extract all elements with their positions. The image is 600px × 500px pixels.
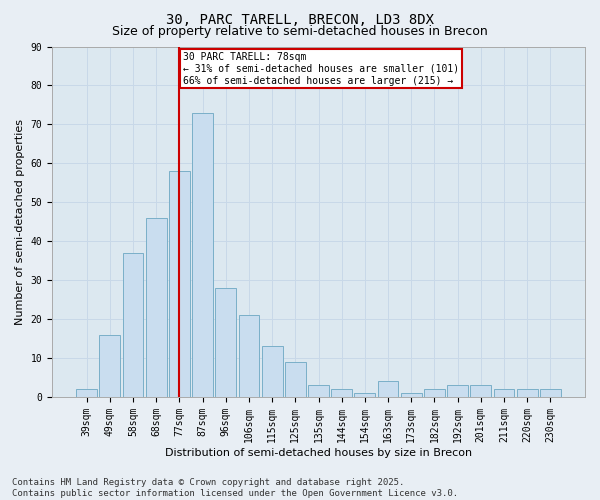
Bar: [122, 253, 143, 397]
Bar: [424, 389, 445, 397]
Bar: [192, 112, 213, 397]
Bar: [494, 389, 514, 397]
Bar: [540, 389, 561, 397]
Bar: [331, 389, 352, 397]
Bar: [470, 386, 491, 397]
Bar: [377, 382, 398, 397]
Bar: [100, 334, 121, 397]
Text: 30, PARC TARELL, BRECON, LD3 8DX: 30, PARC TARELL, BRECON, LD3 8DX: [166, 12, 434, 26]
Bar: [169, 171, 190, 397]
Text: Contains HM Land Registry data © Crown copyright and database right 2025.
Contai: Contains HM Land Registry data © Crown c…: [12, 478, 458, 498]
Bar: [262, 346, 283, 397]
Bar: [146, 218, 167, 397]
Bar: [239, 315, 259, 397]
Bar: [76, 389, 97, 397]
Bar: [517, 389, 538, 397]
Bar: [308, 386, 329, 397]
Bar: [355, 393, 376, 397]
Y-axis label: Number of semi-detached properties: Number of semi-detached properties: [15, 118, 25, 324]
Bar: [401, 393, 422, 397]
Text: Size of property relative to semi-detached houses in Brecon: Size of property relative to semi-detach…: [112, 25, 488, 38]
Bar: [285, 362, 306, 397]
X-axis label: Distribution of semi-detached houses by size in Brecon: Distribution of semi-detached houses by …: [165, 448, 472, 458]
Text: 30 PARC TARELL: 78sqm
← 31% of semi-detached houses are smaller (101)
66% of sem: 30 PARC TARELL: 78sqm ← 31% of semi-deta…: [183, 52, 459, 86]
Bar: [215, 288, 236, 397]
Bar: [447, 386, 468, 397]
